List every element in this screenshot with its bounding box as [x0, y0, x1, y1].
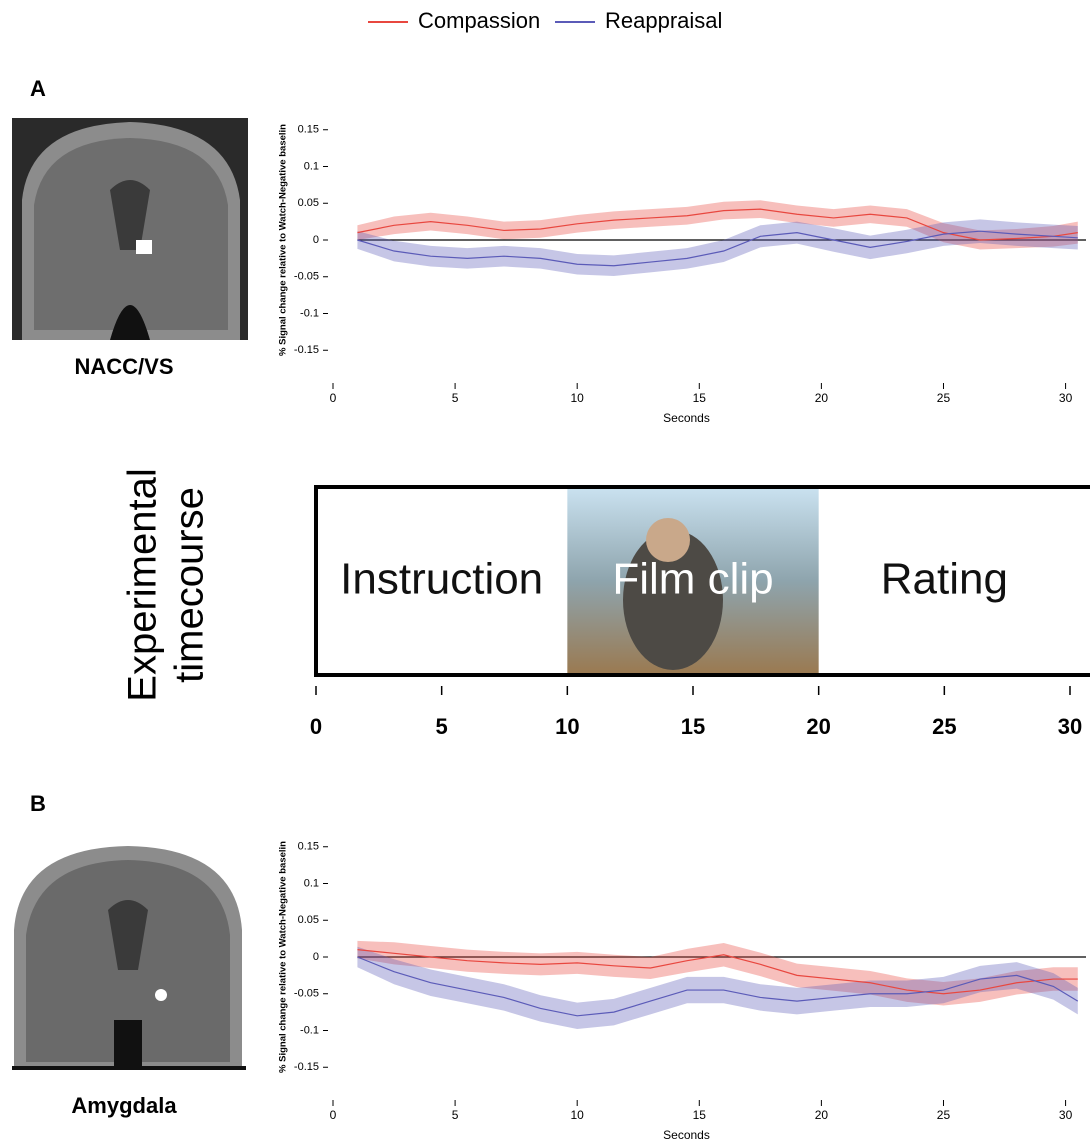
x-tick-label: 25: [937, 391, 951, 405]
y-tick-label: 0.15: [298, 124, 319, 136]
region-label: NACC/VS: [74, 354, 173, 379]
timecourse-diagram: Instruction Film clip Rating 0 5 10 15 20 25 30: [310, 485, 1090, 739]
x-axis-label: Seconds: [663, 1128, 710, 1142]
timeline-tick-label: 15: [681, 714, 705, 739]
series-line: [357, 208, 1078, 241]
legend-label: Reappraisal: [605, 8, 722, 33]
x-tick-label: 0: [330, 1108, 337, 1122]
timeline-tick-label: 0: [310, 714, 322, 739]
legend-label: Compassion: [418, 8, 540, 33]
y-tick-label: 0.1: [304, 877, 319, 889]
x-tick-label: 30: [1059, 391, 1073, 405]
film-figure: [623, 530, 723, 670]
timeline-tick-label: 30: [1058, 714, 1082, 739]
x-tick-label: 15: [693, 1108, 707, 1122]
x-tick-label: 15: [693, 391, 707, 405]
x-tick-label: 10: [571, 1108, 585, 1122]
error-band: [357, 946, 1078, 1030]
x-tick-label: 25: [937, 1108, 951, 1122]
x-tick-label: 20: [815, 1108, 829, 1122]
timeline-tick-label: 5: [436, 714, 448, 739]
segment-label: Rating: [881, 555, 1008, 604]
y-tick-label: -0.15: [294, 1061, 319, 1073]
error-band: [357, 940, 1078, 1006]
panel-label: B: [30, 791, 46, 816]
y-tick-label: 0.05: [298, 197, 319, 209]
timeline-box: [314, 485, 1090, 677]
timecourse-title: timecourse: [168, 487, 212, 683]
y-tick-label: 0.05: [298, 914, 319, 926]
timeline-tick-label: 10: [555, 714, 579, 739]
x-tick-label: 5: [452, 391, 459, 405]
y-tick-label: 0: [313, 951, 319, 963]
y-tick-label: 0.1: [304, 160, 319, 172]
panel-label: A: [30, 76, 46, 101]
film-face: [646, 518, 690, 562]
y-tick-label: 0.15: [298, 841, 319, 853]
y-tick-label: -0.1: [300, 307, 319, 319]
y-tick-label: -0.1: [300, 1024, 319, 1036]
x-tick-label: 20: [815, 391, 829, 405]
y-tick-label: -0.05: [294, 271, 319, 283]
brain-image: [12, 846, 246, 1070]
series-line: [357, 956, 1079, 1017]
error-band: [357, 219, 1078, 277]
error-band: [357, 200, 1078, 250]
region-label: Amygdala: [71, 1093, 177, 1118]
x-tick-label: 10: [571, 391, 585, 405]
timeline-tick-label: 20: [806, 714, 830, 739]
y-tick-label: 0: [313, 234, 319, 246]
y-tick-label: -0.05: [294, 988, 319, 1000]
brain-image: [12, 118, 248, 340]
series-line: [357, 230, 1078, 267]
series-line: [357, 949, 1078, 995]
segment-label: Film clip: [612, 555, 773, 604]
x-tick-label: 0: [330, 391, 337, 405]
timecourse-title: Experimental: [121, 468, 165, 701]
x-tick-label: 30: [1059, 1108, 1073, 1122]
y-tick-label: -0.15: [294, 344, 319, 356]
x-tick-label: 5: [452, 1108, 459, 1122]
y-axis-label: % Signal change relative to Watch-Negati…: [278, 124, 289, 356]
x-axis-label: Seconds: [663, 411, 710, 425]
timeline-tick-label: 25: [932, 714, 956, 739]
y-axis-label: % Signal change relative to Watch-Negati…: [278, 841, 289, 1073]
segment-label: Instruction: [340, 555, 543, 604]
